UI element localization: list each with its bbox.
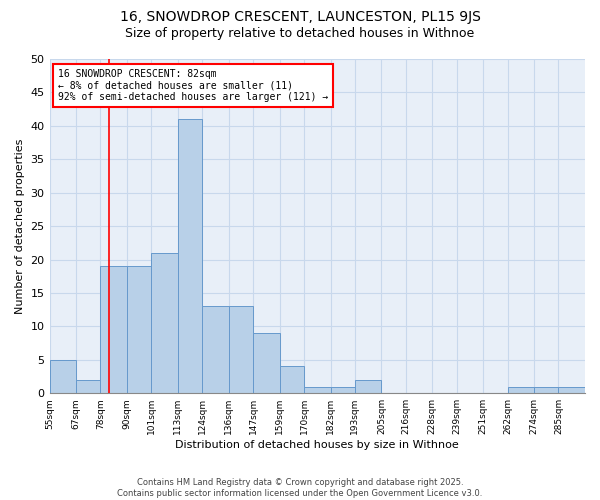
- Bar: [202, 306, 229, 393]
- Bar: [76, 380, 100, 393]
- Bar: [178, 119, 202, 393]
- Bar: [253, 333, 280, 393]
- Bar: [534, 386, 559, 393]
- Bar: [304, 386, 331, 393]
- Bar: [331, 386, 355, 393]
- Text: 16 SNOWDROP CRESCENT: 82sqm
← 8% of detached houses are smaller (11)
92% of semi: 16 SNOWDROP CRESCENT: 82sqm ← 8% of deta…: [58, 69, 328, 102]
- Bar: [559, 386, 585, 393]
- Bar: [127, 266, 151, 393]
- Text: Size of property relative to detached houses in Withnoe: Size of property relative to detached ho…: [125, 28, 475, 40]
- X-axis label: Distribution of detached houses by size in Withnoe: Distribution of detached houses by size …: [175, 440, 459, 450]
- Bar: [229, 306, 253, 393]
- Text: 16, SNOWDROP CRESCENT, LAUNCESTON, PL15 9JS: 16, SNOWDROP CRESCENT, LAUNCESTON, PL15 …: [119, 10, 481, 24]
- Bar: [280, 366, 304, 393]
- Bar: [355, 380, 382, 393]
- Bar: [100, 266, 127, 393]
- Bar: [508, 386, 534, 393]
- Bar: [151, 253, 178, 393]
- Bar: [50, 360, 76, 393]
- Y-axis label: Number of detached properties: Number of detached properties: [15, 138, 25, 314]
- Text: Contains HM Land Registry data © Crown copyright and database right 2025.
Contai: Contains HM Land Registry data © Crown c…: [118, 478, 482, 498]
